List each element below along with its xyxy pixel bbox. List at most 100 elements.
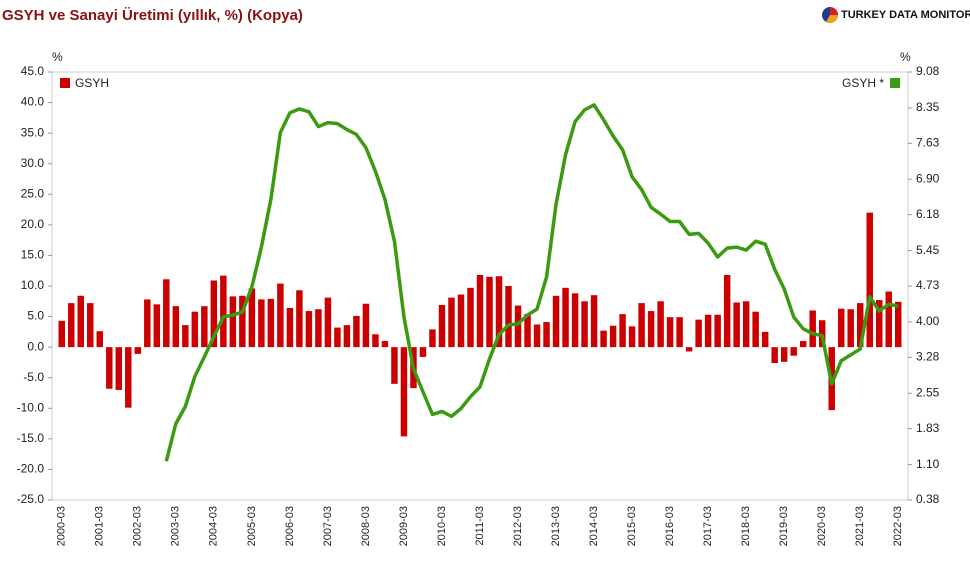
bar	[704, 314, 712, 348]
y-tick-label: 20.0	[21, 217, 45, 231]
bar	[657, 301, 664, 348]
y-tick-label: 0.0	[27, 339, 44, 353]
y2-tick-label: 3.28	[916, 350, 940, 364]
bar	[619, 314, 626, 348]
bar	[809, 310, 816, 348]
bar	[267, 298, 275, 348]
bar	[438, 304, 446, 348]
bar	[362, 303, 370, 348]
y-tick-label: 25.0	[21, 186, 45, 200]
bar	[543, 322, 550, 348]
bar	[723, 274, 731, 348]
x-tick-label: 2015-03	[626, 506, 638, 546]
y-tick-label: -10.0	[17, 400, 45, 414]
bar	[77, 295, 84, 348]
y-tick-label: 5.0	[27, 309, 44, 323]
y2-tick-label: 0.38	[916, 492, 940, 506]
bar	[448, 297, 455, 348]
x-tick-label: 2017-03	[702, 506, 714, 546]
y2-tick-label: 4.73	[916, 278, 940, 292]
bar	[391, 347, 398, 384]
y-tick-label: 45.0	[21, 64, 45, 78]
bar	[581, 301, 588, 348]
bar	[457, 294, 465, 348]
y2-tick-label: 1.83	[916, 421, 940, 435]
bar	[153, 304, 161, 348]
bar	[315, 309, 322, 348]
bar	[771, 347, 778, 364]
bar	[638, 303, 645, 348]
bar	[552, 295, 560, 348]
bar	[248, 288, 256, 348]
bar	[685, 347, 693, 352]
x-tick-label: 2010-03	[436, 506, 448, 546]
bar	[885, 291, 892, 348]
bar	[714, 314, 721, 348]
y-tick-label: -15.0	[17, 431, 45, 445]
bar	[144, 299, 151, 348]
bar	[201, 306, 208, 348]
bar	[68, 303, 75, 348]
bar	[58, 320, 65, 348]
y2-tick-label: 5.45	[916, 243, 940, 257]
x-tick-label: 2007-03	[322, 506, 334, 546]
bar	[381, 341, 389, 348]
x-tick-label: 2012-03	[512, 506, 524, 546]
legend-label: GSYH	[75, 76, 109, 90]
bar	[695, 319, 702, 348]
bar	[343, 325, 351, 348]
bar	[106, 347, 113, 389]
bar	[87, 303, 94, 348]
x-tick-label: 2022-03	[892, 506, 904, 546]
x-tick-label: 2005-03	[246, 506, 258, 546]
bar	[277, 283, 284, 348]
bar	[590, 295, 598, 348]
bar	[666, 317, 674, 348]
bar	[856, 303, 864, 348]
x-tick-label: 2003-03	[170, 506, 182, 546]
bar	[514, 305, 522, 348]
bar	[467, 287, 474, 348]
y-tick-label: 40.0	[21, 95, 45, 109]
x-tick-label: 2004-03	[208, 506, 220, 546]
bar	[524, 314, 531, 348]
bar	[876, 300, 883, 348]
y2-tick-label: 4.00	[916, 314, 940, 328]
bar	[533, 324, 541, 348]
bar	[182, 325, 189, 348]
x-tick-label: 2011-03	[474, 506, 486, 546]
x-tick-label: 2021-03	[854, 506, 866, 546]
x-tick-label: 2006-03	[284, 506, 296, 546]
bar	[210, 280, 218, 348]
bar	[676, 317, 683, 348]
x-tick-label: 2019-03	[778, 506, 790, 546]
bar	[562, 287, 569, 348]
bar	[571, 293, 579, 348]
legend-label: GSYH *	[842, 76, 884, 90]
y2-tick-label: 1.10	[916, 457, 940, 471]
y2-axis-label: %	[900, 50, 911, 64]
bar	[296, 290, 303, 348]
bar	[476, 274, 484, 348]
bar	[895, 301, 902, 348]
bar	[495, 276, 503, 348]
bar	[628, 326, 636, 348]
logo-text: TURKEY DATA MONITOR	[841, 9, 970, 21]
bar	[372, 334, 379, 348]
bar	[258, 299, 265, 348]
x-tick-label: 2018-03	[740, 506, 752, 546]
bar	[866, 212, 873, 348]
y-tick-label: -5.0	[23, 370, 44, 384]
y2-tick-label: 7.63	[916, 136, 940, 150]
bar	[837, 308, 845, 348]
bar	[761, 331, 769, 348]
bar	[125, 347, 132, 408]
bar	[115, 347, 123, 390]
y-tick-label: -20.0	[17, 462, 45, 476]
bar	[600, 330, 607, 348]
bar	[286, 308, 294, 348]
x-tick-label: 2008-03	[360, 506, 372, 546]
bar	[134, 347, 142, 354]
bar	[191, 311, 199, 348]
